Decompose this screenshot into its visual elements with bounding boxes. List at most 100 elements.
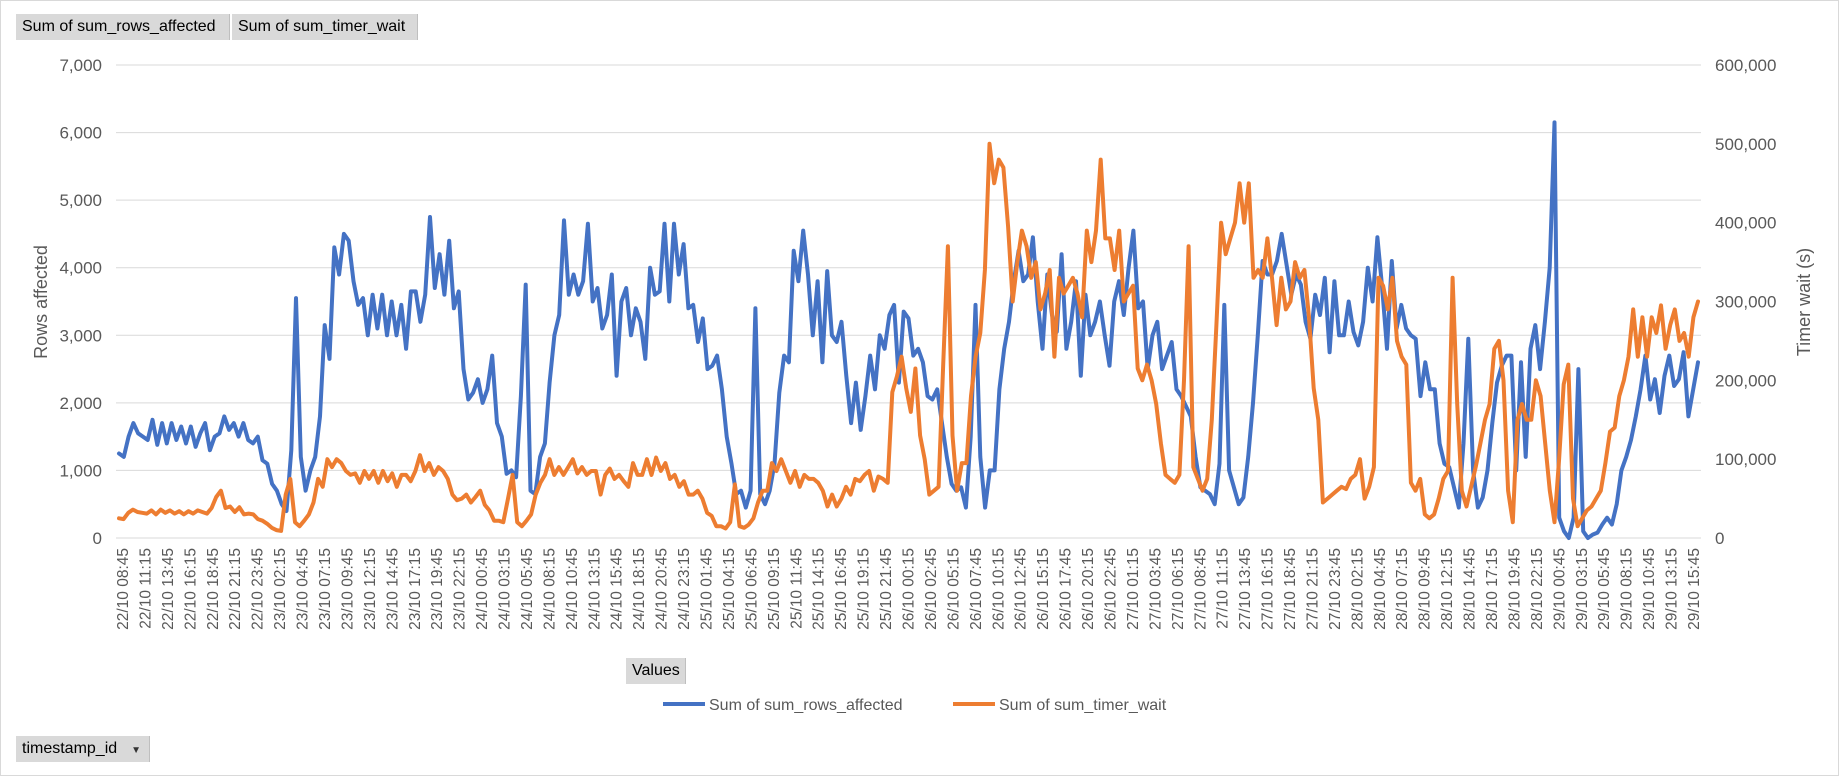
x-tick-label: 23/10 04:45 [295,548,312,630]
x-tick-label: 26/10 12:45 [1013,548,1030,630]
x-tick-label: 24/10 05:45 [519,548,536,630]
x-tick-label: 27/10 01:15 [1125,548,1142,630]
x-tick-label: 26/10 17:45 [1058,548,1075,630]
x-tick-label: 26/10 02:45 [923,548,940,630]
x-tick-label: 23/10 09:45 [339,548,356,630]
legend-label-rows-affected: Sum of sum_rows_affected [709,697,903,714]
y-left-tick-label: 1,000 [59,461,102,480]
pivot-axis-field-label: timestamp_id [22,740,118,757]
x-tick-label: 22/10 13:45 [160,548,177,630]
x-tick-label: 29/10 13:15 [1664,548,1681,630]
y-right-tick-label: 100,000 [1715,450,1776,469]
x-tick-label: 25/10 14:15 [811,548,828,630]
pivot-axis-field-timestamp[interactable]: timestamp_id ▼ [16,736,150,762]
x-tick-label: 26/10 05:15 [945,548,962,630]
pivot-value-field-timer-wait[interactable]: Sum of sum_timer_wait [232,14,418,40]
y-left-tick-label: 2,000 [59,394,102,413]
series-line-timer-wait [117,141,1700,533]
x-tick-label: 24/10 15:45 [609,548,626,630]
x-tick-label: 22/10 18:45 [205,548,222,630]
x-tick-label: 22/10 08:45 [115,548,132,630]
x-tick-label: 28/10 17:15 [1484,548,1501,630]
y-right-tick-label: 400,000 [1715,214,1776,233]
x-tick-label: 27/10 11:15 [1215,548,1232,629]
x-tick-label: 26/10 00:15 [901,548,918,630]
series-lines [117,120,1700,540]
x-tick-label: 23/10 14:45 [384,548,401,630]
x-tick-label: 23/10 02:15 [272,548,289,630]
y-axis-right-title: Timer wait (s) [1794,248,1814,356]
series-line-rows-affected [117,120,1700,540]
x-tick-label: 27/10 13:45 [1237,548,1254,630]
y-right-tick-label: 600,000 [1715,56,1776,75]
x-tick-label: 22/10 21:15 [227,548,244,630]
x-tick-label: 26/10 20:15 [1080,548,1097,630]
x-tick-label: 24/10 00:45 [474,548,491,630]
x-tick-label: 23/10 17:15 [407,548,424,630]
x-tick-label: 25/10 09:15 [766,548,783,630]
x-tick-label: 22/10 16:15 [182,548,199,630]
y-axis-right-ticks: 0 100,000 200,000 300,000 400,000 500,000 600,… [1715,56,1776,548]
x-tick-label: 25/10 21:45 [878,548,895,630]
x-tick-label: 26/10 10:15 [990,548,1007,630]
x-tick-label: 25/10 06:45 [743,548,760,630]
y-right-tick-label: 300,000 [1715,293,1776,312]
gridlines [116,64,1701,539]
x-tick-label: 29/10 08:15 [1619,548,1636,630]
x-tick-label: 29/10 05:45 [1596,548,1613,630]
y-left-tick-label: 0 [93,529,102,548]
x-tick-label: 27/10 08:45 [1192,548,1209,630]
x-tick-label: 24/10 03:15 [497,548,514,630]
x-tick-label: 26/10 15:15 [1035,548,1052,630]
x-tick-label: 27/10 03:45 [1147,548,1164,630]
y-axis-left-title: Rows affected [31,245,51,359]
y-left-tick-label: 5,000 [59,191,102,210]
x-tick-label: 23/10 12:15 [362,548,379,630]
pivot-values-button[interactable]: Values [626,658,686,684]
x-tick-label: 29/10 03:15 [1574,548,1591,630]
y-axis-left-ticks: 0 1,000 2,000 3,000 4,000 5,000 6,000 7,000 [59,56,102,548]
x-tick-label: 28/10 14:45 [1462,548,1479,630]
y-right-tick-label: 500,000 [1715,135,1776,154]
x-tick-label: 28/10 07:15 [1394,548,1411,630]
x-tick-label: 25/10 01:45 [699,548,716,630]
x-tick-label: 26/10 22:45 [1102,548,1119,630]
x-tick-label: 24/10 10:45 [564,548,581,630]
legend-label-timer-wait: Sum of sum_timer_wait [999,697,1167,714]
x-tick-label: 25/10 16:45 [833,548,850,630]
x-tick-label: 27/10 06:15 [1170,548,1187,630]
x-tick-label: 24/10 08:15 [541,548,558,630]
x-tick-label: 29/10 10:45 [1641,548,1658,630]
x-tick-label: 23/10 19:45 [429,548,446,630]
x-tick-label: 28/10 19:45 [1506,548,1523,630]
x-tick-label: 24/10 20:45 [654,548,671,630]
x-tick-label: 22/10 11:15 [137,548,154,629]
x-axis-ticks: 22/10 08:45 22/10 11:15 22/10 13:45 22/10 1… [115,548,1703,630]
x-tick-label: 25/10 19:15 [856,548,873,630]
dropdown-arrow-icon: ▼ [131,745,142,756]
x-tick-label: 28/10 04:45 [1372,548,1389,630]
y-right-tick-label: 0 [1715,529,1724,548]
y-left-tick-label: 6,000 [59,124,102,143]
x-tick-label: 22/10 23:45 [250,548,267,630]
x-tick-label: 28/10 02:15 [1349,548,1366,630]
x-tick-label: 27/10 21:15 [1304,548,1321,630]
x-tick-label: 28/10 09:45 [1417,548,1434,630]
x-tick-label: 27/10 23:45 [1327,548,1344,630]
x-tick-label: 26/10 07:45 [968,548,985,630]
x-tick-label: 24/10 13:15 [586,548,603,630]
x-tick-label: 29/10 00:45 [1551,548,1568,630]
x-tick-label: 29/10 15:45 [1686,548,1703,630]
x-tick-label: 23/10 07:15 [317,548,334,630]
x-tick-label: 28/10 22:15 [1529,548,1546,630]
y-left-tick-label: 3,000 [59,326,102,345]
x-tick-label: 27/10 18:45 [1282,548,1299,630]
y-left-tick-label: 7,000 [59,56,102,75]
x-tick-label: 24/10 18:15 [631,548,648,630]
x-tick-label: 24/10 23:15 [676,548,693,630]
x-tick-label: 25/10 11:45 [788,548,805,629]
pivot-value-field-rows-affected[interactable]: Sum of sum_rows_affected [16,14,230,40]
x-tick-label: 25/10 04:15 [721,548,738,630]
